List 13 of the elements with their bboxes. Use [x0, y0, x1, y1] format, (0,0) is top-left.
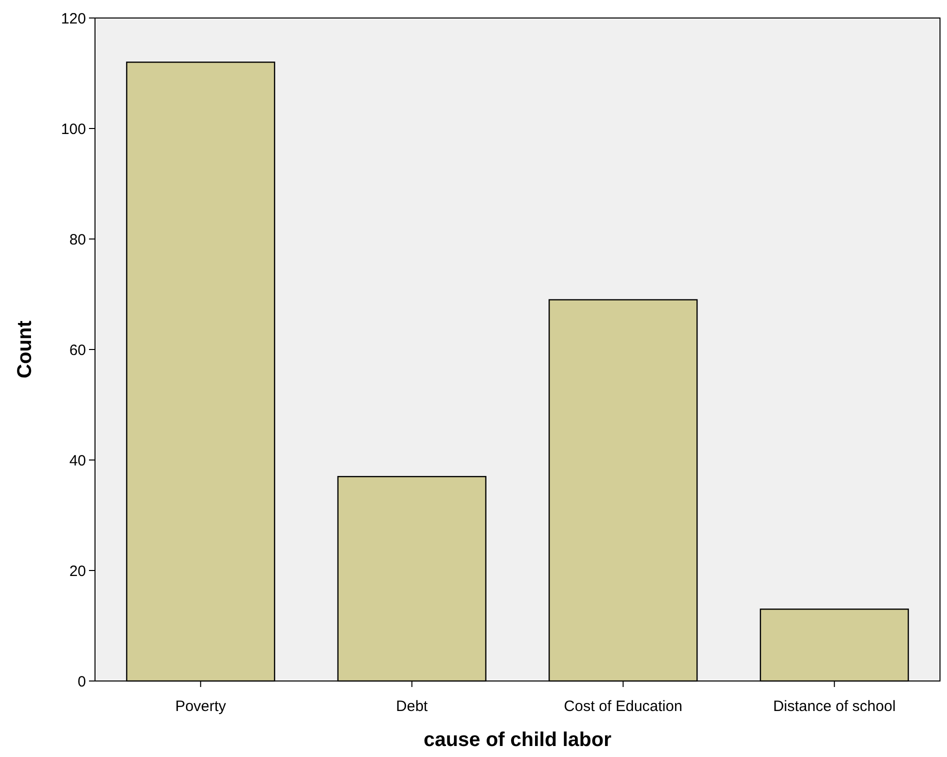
- y-tick-label: 0: [78, 673, 86, 690]
- y-axis-title: Count: [14, 320, 36, 378]
- x-tick-label: Debt: [396, 698, 429, 715]
- x-tick-label: Cost of Education: [564, 698, 682, 715]
- y-tick-label: 60: [69, 342, 86, 359]
- x-tick-label: Poverty: [175, 698, 227, 715]
- y-tick-label: 20: [69, 562, 86, 580]
- y-tick-label: 120: [60, 10, 86, 28]
- x-tick-label: Distance of school: [773, 698, 896, 715]
- y-tick-label: 100: [60, 120, 86, 138]
- y-tick-label: 40: [69, 452, 86, 470]
- x-axis-title: cause of child labor: [424, 729, 612, 751]
- y-tick-label: 80: [69, 231, 86, 248]
